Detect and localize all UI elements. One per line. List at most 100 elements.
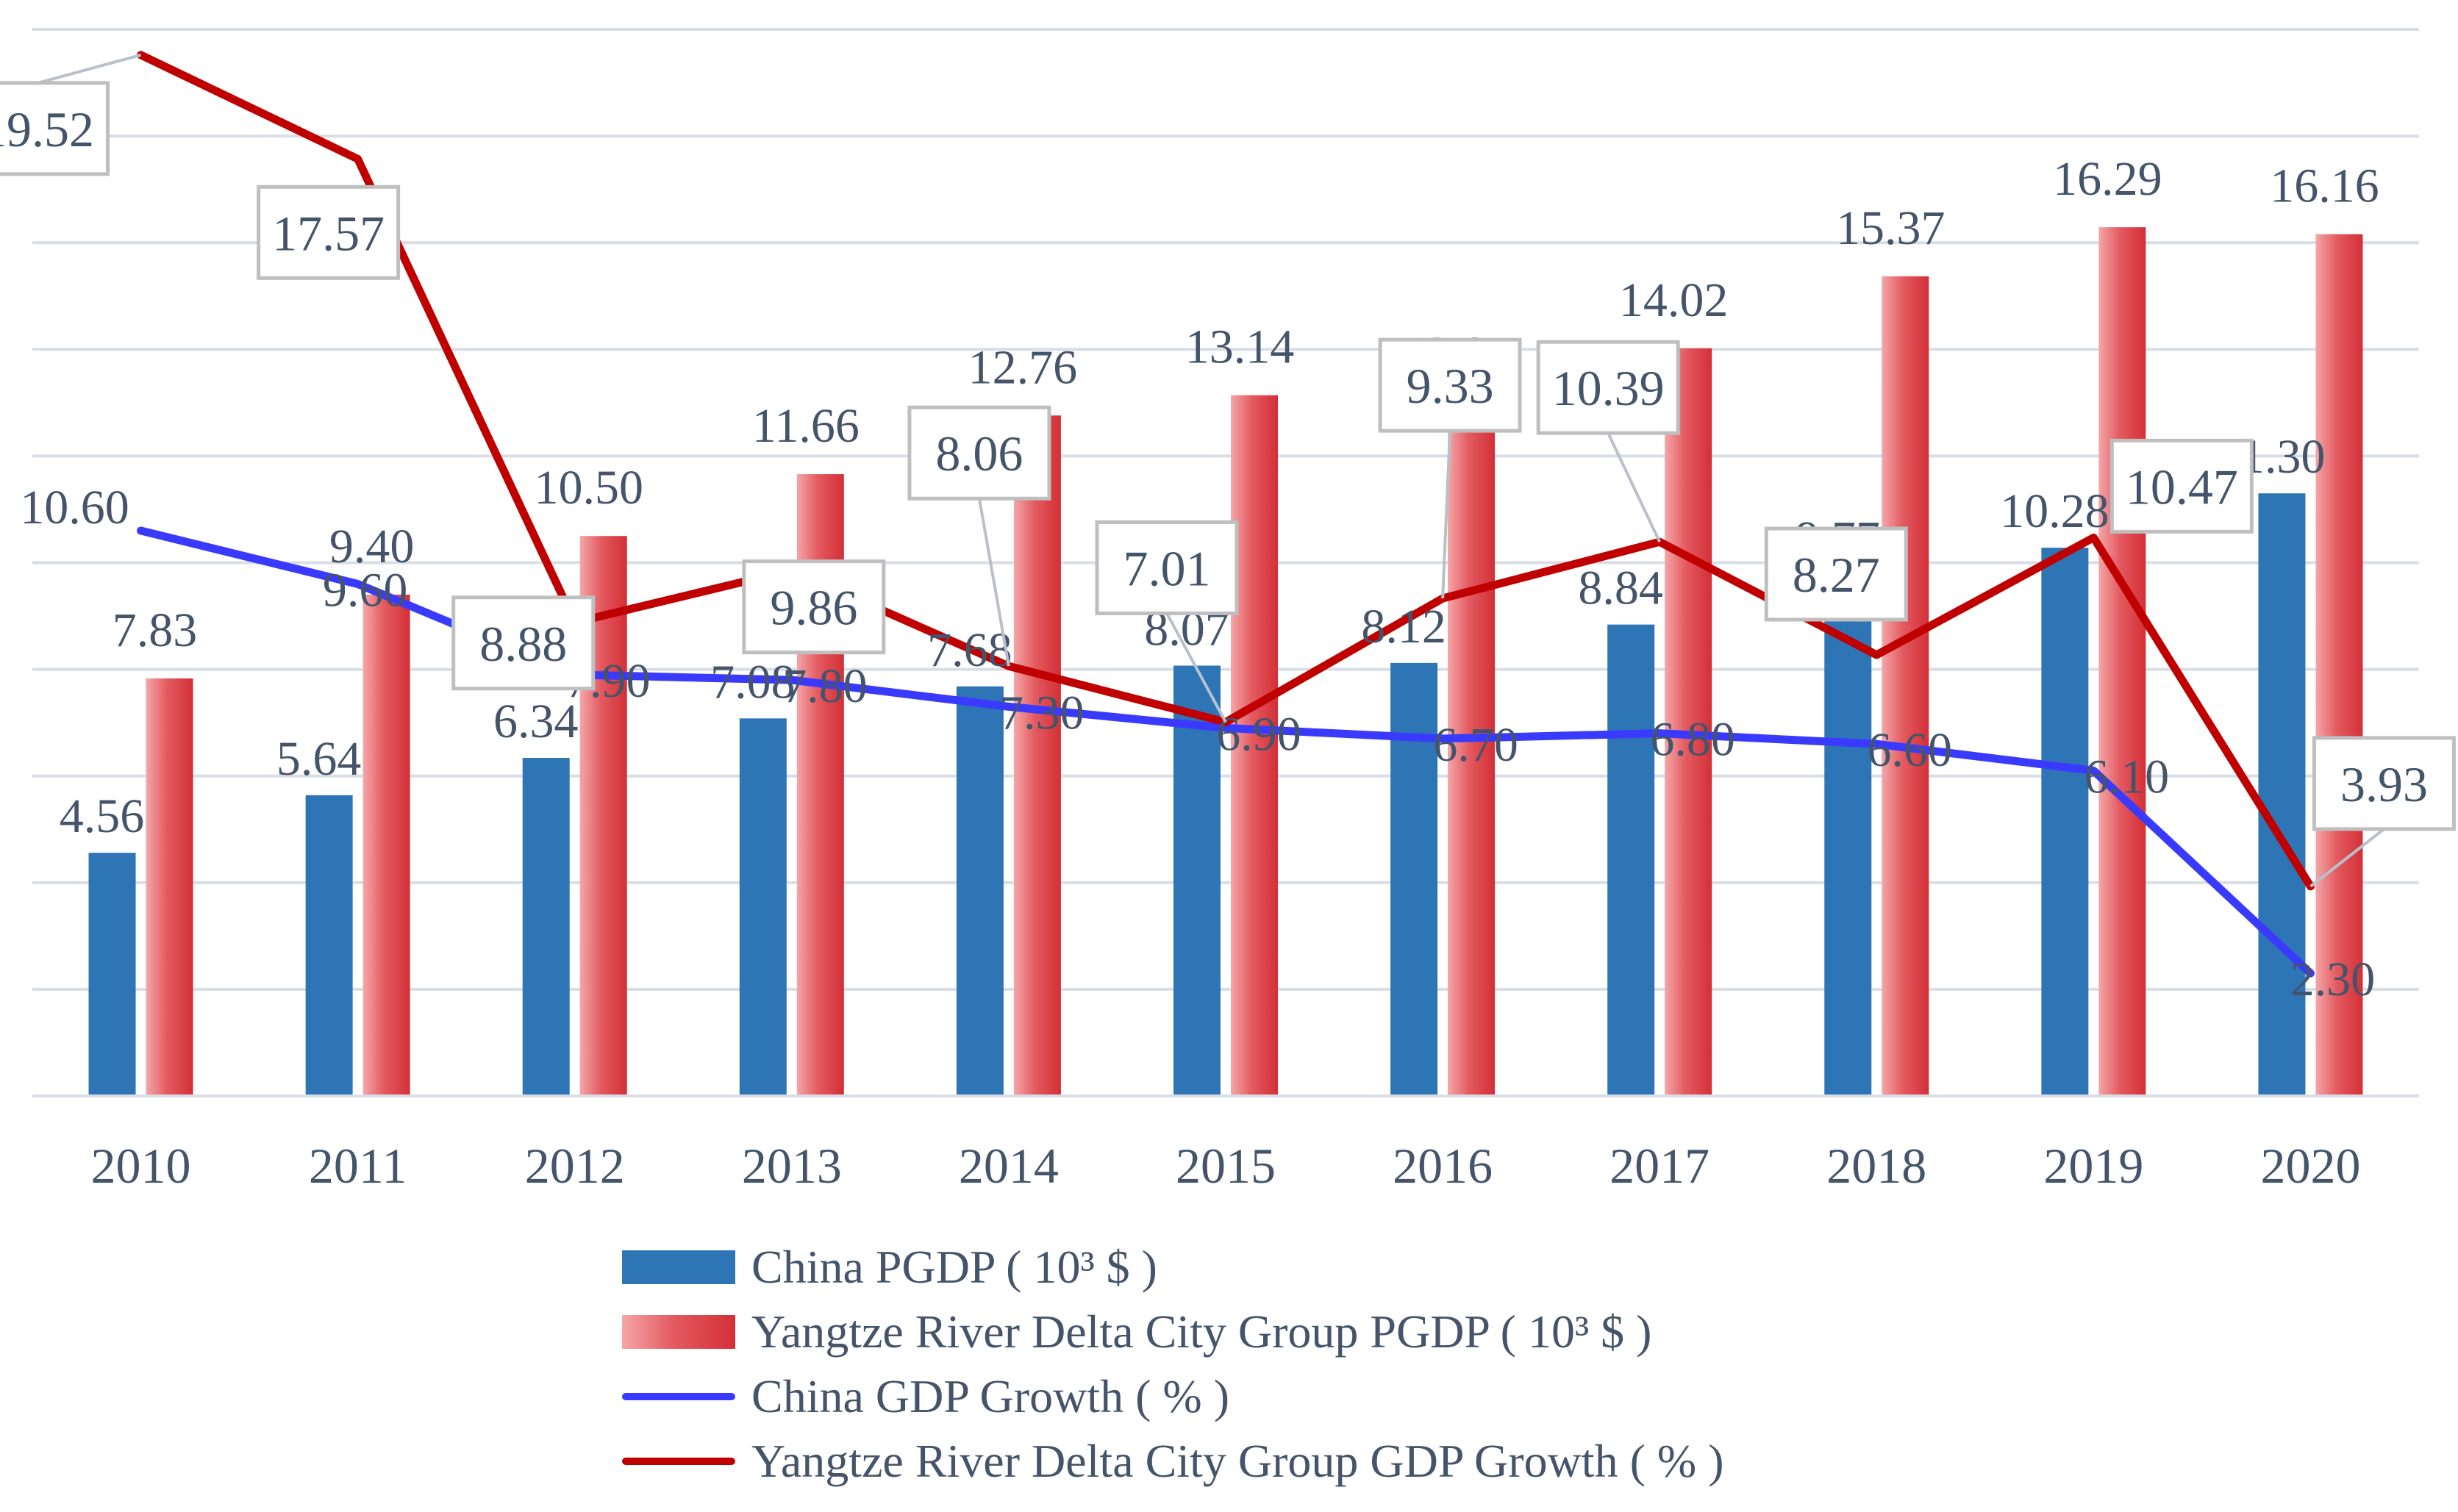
callout-box — [1764, 526, 1908, 622]
label-china-growth: 6.80 — [1650, 713, 1735, 767]
label-yrd-growth: 9.33 — [1407, 358, 1494, 414]
bar-china-pgdp — [2258, 493, 2306, 1096]
bar-yrd-pgdp — [2315, 234, 2363, 1096]
bars — [88, 227, 2363, 1096]
x-tick-label: 2012 — [525, 1138, 625, 1194]
label-yrd-growth: 8.88 — [479, 616, 567, 672]
legend-label-yrd-growth: Yangtze River Delta City Group GDP Growt… — [751, 1435, 1724, 1487]
label-china-pgdp: 7.68 — [927, 623, 1012, 677]
bar-yrd-pgdp — [1882, 276, 1929, 1096]
x-tick-label: 2018 — [1826, 1138, 1926, 1194]
label-yrd-pgdp: 12.76 — [968, 340, 1078, 394]
label-yrd-pgdp: 7.83 — [112, 603, 198, 657]
callout-leader — [1607, 432, 1661, 543]
label-china-growth: 6.70 — [1433, 718, 1518, 772]
label-yrd-pgdp: 15.37 — [1836, 201, 1946, 255]
label-yrd-pgdp: 11.66 — [752, 399, 860, 453]
bar-yrd-pgdp — [1665, 348, 1712, 1096]
legend-item-china-growth: China GDP Growth ( % ) — [622, 1364, 1724, 1429]
bar-yrd-pgdp — [1231, 395, 1278, 1096]
legend-label-china-pgdp: China PGDP ( 10³ $ ) — [751, 1241, 1157, 1293]
label-china-growth: 7.30 — [999, 686, 1085, 739]
label-yrd-pgdp: 10.50 — [534, 461, 643, 515]
bar-china-pgdp — [739, 718, 787, 1096]
label-yrd-pgdp: 14.02 — [1619, 273, 1729, 327]
label-yrd-pgdp: 13.14 — [1185, 320, 1295, 374]
bar-yrd-pgdp — [362, 595, 410, 1096]
callout-box — [2312, 736, 2456, 831]
x-tick-label: 2010 — [91, 1138, 191, 1194]
bar-china-pgdp — [1173, 665, 1221, 1096]
bar-china-pgdp — [1390, 662, 1438, 1096]
callout-box — [1378, 337, 1522, 433]
label-yrd-growth: 8.27 — [1793, 547, 1880, 603]
label-yrd-growth: 10.47 — [2126, 459, 2238, 515]
callout-box — [1536, 340, 1680, 435]
label-yrd-growth: 10.39 — [1552, 360, 1665, 416]
bar-yrd-pgdp — [2098, 227, 2146, 1096]
legend-swatch-yrd-pgdp — [622, 1315, 735, 1349]
bar-china-pgdp — [305, 795, 353, 1096]
callout-box — [2109, 438, 2254, 534]
bar-yrd-pgdp — [1013, 415, 1061, 1096]
label-china-pgdp: 8.12 — [1361, 600, 1446, 653]
lines — [137, 51, 2315, 978]
legend-item-china-pgdp: China PGDP ( 10³ $ ) — [622, 1235, 1724, 1300]
x-tick-label: 2014 — [959, 1138, 1059, 1194]
label-yrd-growth: 8.06 — [935, 426, 1023, 481]
x-tick-label: 2017 — [1610, 1138, 1709, 1194]
label-china-pgdp: 4.56 — [60, 789, 145, 843]
bar-china-pgdp — [956, 686, 1004, 1096]
legend-swatch-yrd-growth — [622, 1458, 735, 1465]
callout-box — [1095, 520, 1239, 615]
legend-label-yrd-pgdp: Yangtze River Delta City Group PGDP ( 10… — [751, 1305, 1652, 1358]
label-china-growth: 7.80 — [782, 659, 868, 713]
label-yrd-growth: 3.93 — [2340, 756, 2428, 812]
label-china-pgdp: 7.08 — [710, 655, 796, 709]
label-yrd-growth: 17.57 — [272, 205, 385, 261]
bar-yrd-pgdp — [1448, 402, 1496, 1096]
line-yrd-growth — [137, 51, 2315, 891]
label-china-growth: 6.90 — [1216, 707, 1301, 761]
label-yrd-pgdp: 9.40 — [329, 520, 415, 573]
callout-box — [257, 184, 401, 280]
legend-swatch-china-pgdp — [622, 1250, 735, 1284]
x-tick-label: 2011 — [309, 1138, 407, 1194]
label-yrd-growth: 19.52 — [0, 101, 94, 157]
legend: China PGDP ( 10³ $ ) Yangtze River Delta… — [622, 1235, 1724, 1494]
legend-item-yrd-pgdp: Yangtze River Delta City Group PGDP ( 10… — [622, 1300, 1724, 1364]
legend-swatch-china-growth — [622, 1393, 735, 1400]
label-china-growth: 6.10 — [2084, 750, 2170, 803]
label-yrd-growth: 9.86 — [770, 580, 857, 636]
bar-china-pgdp — [88, 853, 136, 1096]
label-china-pgdp: 6.34 — [493, 695, 579, 748]
legend-item-yrd-growth: Yangtze River Delta City Group GDP Growt… — [622, 1429, 1724, 1494]
label-china-pgdp: 5.64 — [276, 732, 362, 786]
label-china-growth: 6.60 — [1868, 723, 1953, 777]
callout-leader — [977, 498, 1010, 667]
x-tick-label: 2013 — [742, 1138, 842, 1194]
x-tick-label: 2020 — [2260, 1138, 2360, 1194]
legend-label-china-growth: China GDP Growth ( % ) — [751, 1370, 1229, 1422]
label-china-growth: 10.60 — [20, 481, 129, 534]
callout-leader — [37, 53, 142, 85]
x-tick-label: 2015 — [1176, 1138, 1276, 1194]
x-tick-label: 2016 — [1393, 1138, 1493, 1194]
label-yrd-growth: 7.01 — [1123, 540, 1211, 596]
bar-china-pgdp — [1824, 575, 1872, 1096]
callout-box — [451, 595, 596, 691]
callout-leader — [1165, 612, 1227, 723]
bar-china-pgdp — [522, 758, 570, 1096]
label-china-growth: 9.60 — [323, 564, 408, 617]
label-china-pgdp: 8.84 — [1578, 562, 1663, 615]
callout-box — [0, 81, 110, 176]
callout-leader — [2309, 828, 2385, 888]
x-axis: 2010 2011 2012 2013 2014 2015 2016 2017 2018 2019… — [32, 1094, 2419, 1194]
label-china-pgdp: 10.28 — [2000, 484, 2109, 538]
label-yrd-pgdp: 16.29 — [2053, 152, 2162, 206]
label-yrd-pgdp: 16.16 — [2270, 160, 2379, 213]
callout-box — [742, 559, 886, 655]
bar-china-pgdp — [1607, 624, 1655, 1096]
